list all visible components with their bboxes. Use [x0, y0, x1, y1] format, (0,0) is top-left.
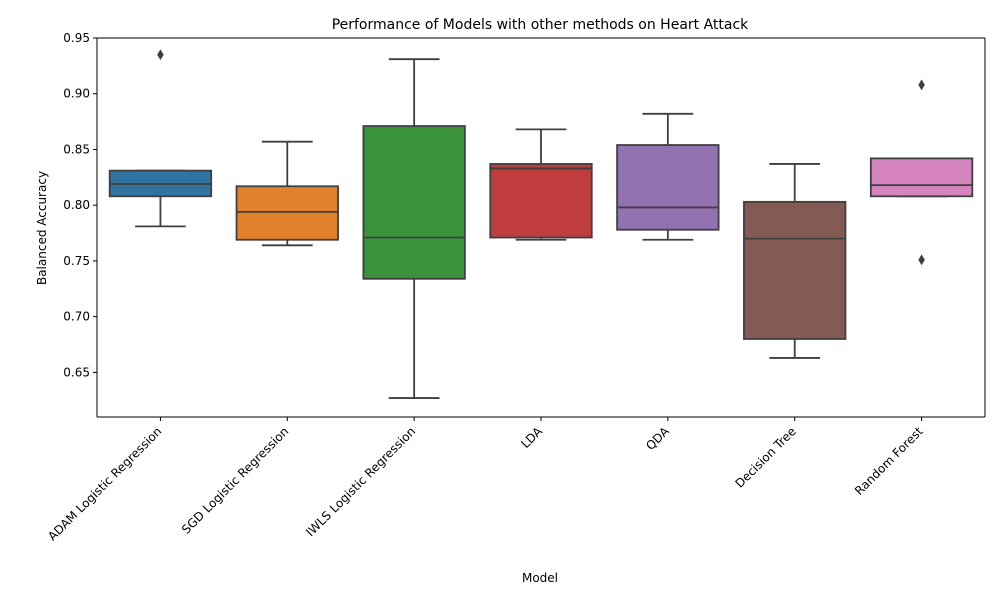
box-iqr — [616, 144, 720, 231]
y-tick-label: 0.75 — [63, 254, 90, 268]
y-tick-label: 0.90 — [63, 87, 90, 101]
chart-title: Performance of Models with other methods… — [332, 17, 749, 33]
x-tick-label: ADAM Logistic Regression — [45, 424, 164, 543]
box-iqr — [489, 163, 593, 239]
plot-area: 0.65 0.70 0.75 0.80 0.85 0.90 0.95 ADAM Logisti… — [45, 31, 986, 544]
y-tick-label: 0.85 — [63, 142, 90, 156]
box-iqr — [362, 125, 466, 280]
outlier-point — [157, 49, 164, 61]
x-tick-label: Decision Tree — [732, 424, 798, 490]
box-iqr — [235, 185, 339, 241]
y-tick-label: 0.70 — [63, 310, 90, 324]
x-tick-label: LDA — [518, 424, 545, 451]
x-tick-label: QDA — [643, 424, 672, 453]
outlier-point — [918, 79, 925, 91]
y-tick-label: 0.65 — [63, 365, 90, 379]
box-iqr — [743, 200, 847, 340]
x-axis-label: Model — [522, 571, 558, 585]
y-tick-label: 0.80 — [63, 198, 90, 212]
y-axis-label: Balanced Accuracy — [35, 171, 49, 285]
x-tick-label: Random Forest — [852, 424, 926, 498]
y-tick-label: 0.95 — [63, 31, 90, 45]
box-iqr — [869, 157, 974, 198]
outlier-point — [918, 254, 925, 266]
x-tick-label: SGD Logistic Regression — [179, 424, 291, 536]
x-tick-label: IWLS Logistic Regression — [303, 424, 418, 539]
